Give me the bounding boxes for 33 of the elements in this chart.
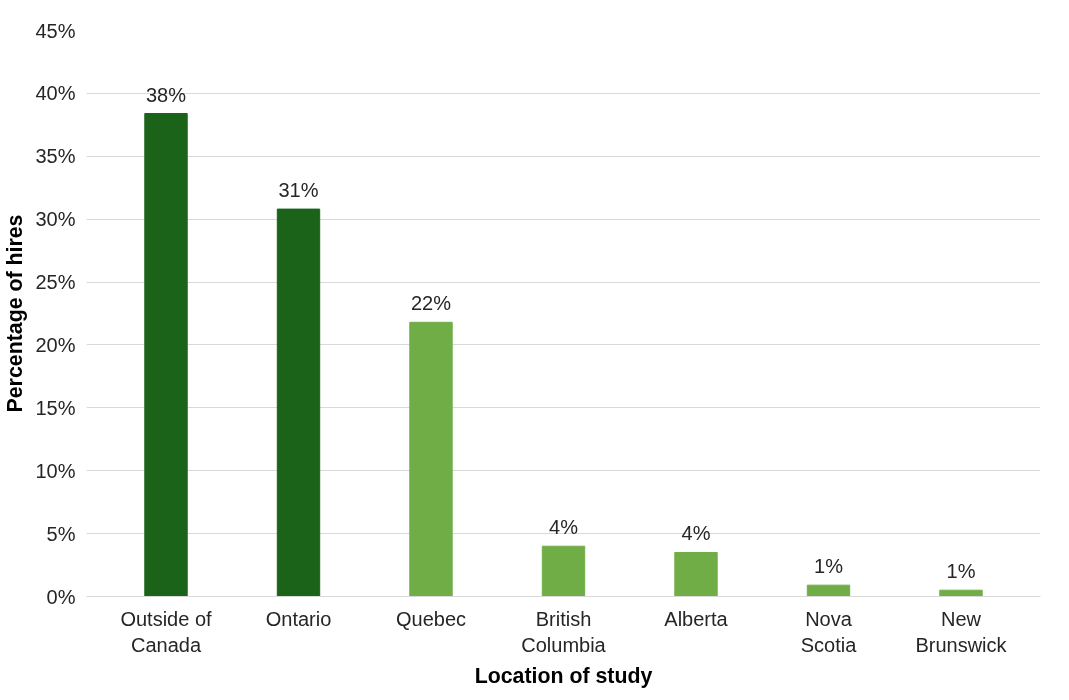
y-tick-label: 15% (35, 396, 76, 419)
x-axis-title: Location of study (474, 663, 653, 688)
data-label: 38% (145, 83, 187, 106)
y-tick-label: 5% (46, 522, 76, 545)
y-tick-label: 30% (35, 208, 76, 231)
data-label: 31% (278, 179, 319, 202)
y-tick-label: 20% (35, 333, 76, 356)
x-tick-label: British Columbia (521, 607, 607, 656)
bar (806, 584, 851, 597)
data-label: 22% (410, 292, 452, 315)
y-tick-label: 40% (35, 82, 76, 105)
x-tick-label: Nova Scotia (800, 607, 858, 656)
y-axis-title: Percentage of hires (3, 214, 28, 413)
bar (939, 589, 983, 597)
data-label: 4% (681, 522, 711, 545)
x-tick-label: New Brunswick (915, 607, 1008, 656)
x-tick-label: Quebec (395, 607, 467, 630)
data-label: 1% (814, 555, 844, 578)
y-tick-label: 45% (35, 19, 76, 42)
data-label: 1% (946, 560, 976, 583)
x-tick-label: Ontario (265, 607, 332, 630)
bar (409, 321, 453, 597)
y-tick-label: 10% (35, 459, 76, 482)
data-label: 4% (549, 516, 579, 539)
x-tick-label: Alberta (664, 607, 729, 630)
y-tick-label: 35% (35, 145, 76, 168)
bar (541, 545, 586, 597)
bar (276, 208, 321, 597)
bar (674, 551, 718, 597)
bar (144, 113, 188, 597)
y-tick-label: 0% (46, 585, 76, 608)
y-tick-label: 25% (35, 271, 76, 294)
x-tick-label: Outside of Canada (120, 607, 213, 656)
